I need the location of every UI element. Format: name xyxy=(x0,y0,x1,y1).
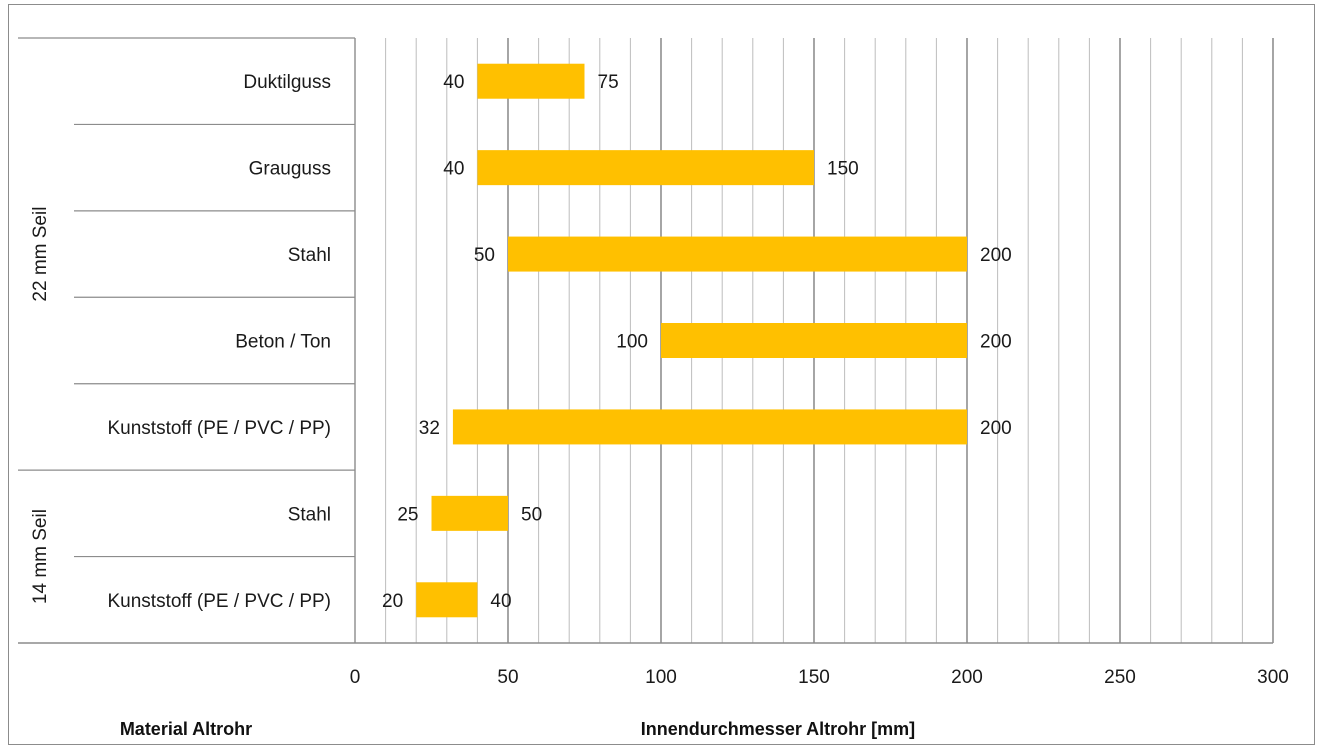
range-bar xyxy=(508,236,967,272)
max-value-label: 200 xyxy=(980,332,1012,353)
y-axis-title: Material Altrohr xyxy=(120,719,252,739)
min-value-label: 40 xyxy=(443,72,464,93)
x-axis-title: Innendurchmesser Altrohr [mm] xyxy=(641,719,915,739)
min-value-label: 100 xyxy=(616,332,648,353)
range-bar xyxy=(452,409,967,445)
category-label: Stahl xyxy=(288,245,331,266)
category-label: Kunststoff (PE / PVC / PP) xyxy=(107,418,331,439)
range-bar xyxy=(661,323,967,358)
x-tick-label: 250 xyxy=(1104,667,1136,688)
x-tick-label: 0 xyxy=(350,667,361,688)
max-value-label: 150 xyxy=(827,159,859,180)
max-value-label: 200 xyxy=(980,418,1012,439)
category-label: Beton / Ton xyxy=(235,332,331,353)
category-label: Grauguss xyxy=(249,159,331,180)
range-bar xyxy=(431,495,508,531)
axes xyxy=(18,37,1273,644)
min-value-label: 40 xyxy=(443,159,464,180)
group-label: 14 mm Seil xyxy=(30,509,51,604)
max-value-label: 200 xyxy=(980,245,1012,266)
category-label: Stahl xyxy=(288,504,331,525)
labels: 22 mm Seil 14 mm Seil Duktilguss 40 75 Graugu… xyxy=(30,72,1289,688)
min-value-label: 25 xyxy=(397,504,418,525)
group-label: 22 mm Seil xyxy=(30,207,51,302)
max-value-label: 75 xyxy=(598,72,619,93)
category-label: Duktilguss xyxy=(243,72,331,93)
range-bar xyxy=(477,63,585,99)
x-tick-label: 100 xyxy=(645,667,677,688)
range-bar xyxy=(477,150,814,186)
range-bar xyxy=(416,582,478,618)
min-value-label: 50 xyxy=(474,245,495,266)
x-tick-label: 150 xyxy=(798,667,830,688)
x-tick-label: 200 xyxy=(951,667,983,688)
x-tick-label: 50 xyxy=(497,667,518,688)
x-tick-label: 300 xyxy=(1257,667,1289,688)
bars xyxy=(416,63,967,618)
max-value-label: 40 xyxy=(490,591,511,612)
max-value-label: 50 xyxy=(521,504,542,525)
min-value-label: 32 xyxy=(419,418,440,439)
category-label: Kunststoff (PE / PVC / PP) xyxy=(107,591,331,612)
min-value-label: 20 xyxy=(382,591,403,612)
